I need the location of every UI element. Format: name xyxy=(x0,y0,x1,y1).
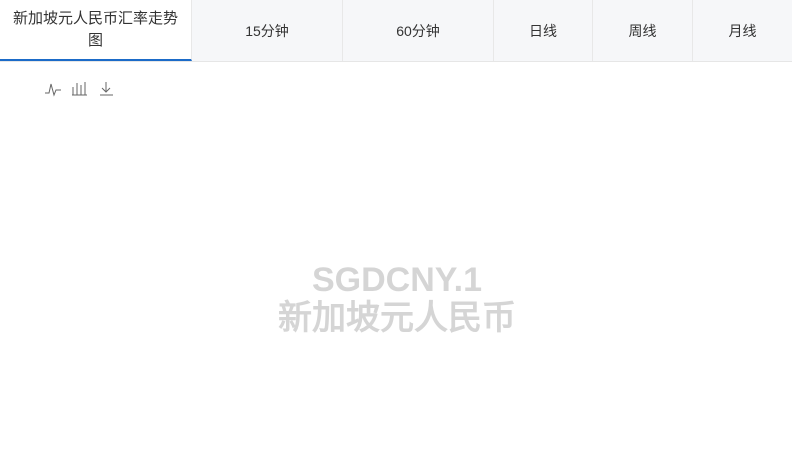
watermark: SGDCNY.1 新加坡元人民币 xyxy=(278,261,516,337)
watermark-text: 新加坡元人民币 xyxy=(278,299,516,337)
toolbar[interactable] xyxy=(45,82,113,97)
watermark-text: SGDCNY.1 xyxy=(312,261,482,299)
chart: SGDCNY.1 新加坡元人民币 现价: 4.8677 xyxy=(45,82,516,337)
tool-icon[interactable] xyxy=(45,83,61,97)
tab-bar: 新加坡元人民币汇率走势图 15分钟 60分钟 日线 周线 月线 xyxy=(0,0,792,62)
tab[interactable]: 日线 xyxy=(494,0,593,61)
tab[interactable]: 新加坡元人民币汇率走势图 xyxy=(0,0,192,61)
tool-icon[interactable] xyxy=(72,82,87,96)
tab[interactable]: 15分钟 xyxy=(192,0,343,61)
tool-icon[interactable] xyxy=(100,82,113,96)
tab[interactable]: 月线 xyxy=(728,22,757,39)
tab[interactable]: 60分钟 xyxy=(343,0,494,61)
tab[interactable]: 周线 xyxy=(593,0,693,61)
